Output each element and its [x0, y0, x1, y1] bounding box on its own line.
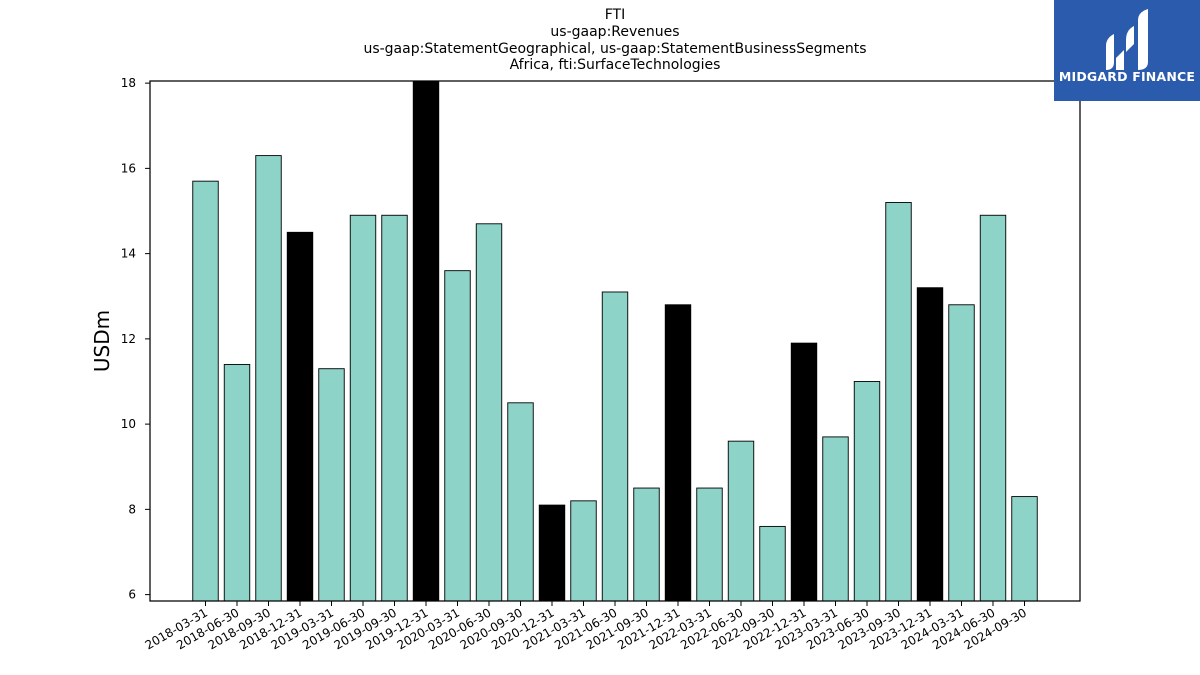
bar-2023-09-30: [885, 202, 912, 602]
bar-2020-03-31: [444, 270, 471, 602]
bar-2020-09-30: [507, 402, 534, 602]
logo-mark-icon: [1106, 9, 1148, 70]
bar-2018-09-30: [255, 155, 282, 602]
y-tick-label: 8: [128, 502, 136, 516]
y-tick-label: 18: [121, 76, 136, 90]
bar-2022-03-31: [696, 487, 723, 602]
y-tick-label: 16: [121, 161, 136, 175]
bar-2019-06-30: [349, 214, 377, 602]
bar-2024-06-30: [979, 214, 1007, 602]
bar-2018-12-31: [286, 231, 314, 602]
bar-2019-12-31: [412, 80, 440, 602]
bar-2022-06-30: [727, 440, 755, 602]
midgard-finance-logo: MIDGARD FINANCE: [1054, 0, 1200, 101]
y-tick-label: 12: [121, 332, 136, 346]
chart-subtitle-concept: us-gaap:Revenues: [550, 24, 680, 40]
y-axis: 6 8 10 12 14 16 18: [121, 76, 150, 602]
bar-2020-12-31: [538, 504, 566, 602]
x-axis: 2018-03-312018-06-302018-09-302018-12-31…: [143, 601, 1029, 652]
bar-2018-06-30: [223, 363, 251, 602]
y-axis-label: USDm: [90, 310, 114, 372]
bar-2019-03-31: [318, 368, 345, 602]
bar-2023-03-31: [822, 436, 849, 602]
bar-2023-12-31: [916, 287, 944, 602]
bar-2022-09-30: [759, 525, 786, 602]
chart-subtitle-members: Africa, fti:SurfaceTechnologies: [509, 57, 721, 73]
bar-2019-09-30: [381, 214, 408, 602]
y-tick-label: 6: [128, 588, 136, 602]
y-tick-label: 14: [121, 247, 136, 261]
bars-group: [192, 80, 1038, 602]
bar-2021-03-31: [570, 500, 597, 602]
chart-title: FTI: [604, 7, 626, 23]
y-tick-label: 10: [121, 417, 136, 431]
bar-2021-06-30: [601, 291, 629, 602]
bar-2024-09-30: [1011, 496, 1038, 602]
logo-text: MIDGARD FINANCE: [1058, 69, 1196, 84]
bar-2021-09-30: [633, 487, 660, 602]
bar-2022-12-31: [790, 342, 818, 602]
bar-2024-03-31: [948, 304, 975, 602]
bar-2018-03-31: [192, 180, 219, 602]
chart-subtitle-axes: us-gaap:StatementGeographical, us-gaap:S…: [363, 41, 867, 57]
bar-2023-06-30: [853, 381, 881, 602]
bar-2020-06-30: [475, 223, 503, 602]
bar-2021-12-31: [664, 304, 692, 602]
